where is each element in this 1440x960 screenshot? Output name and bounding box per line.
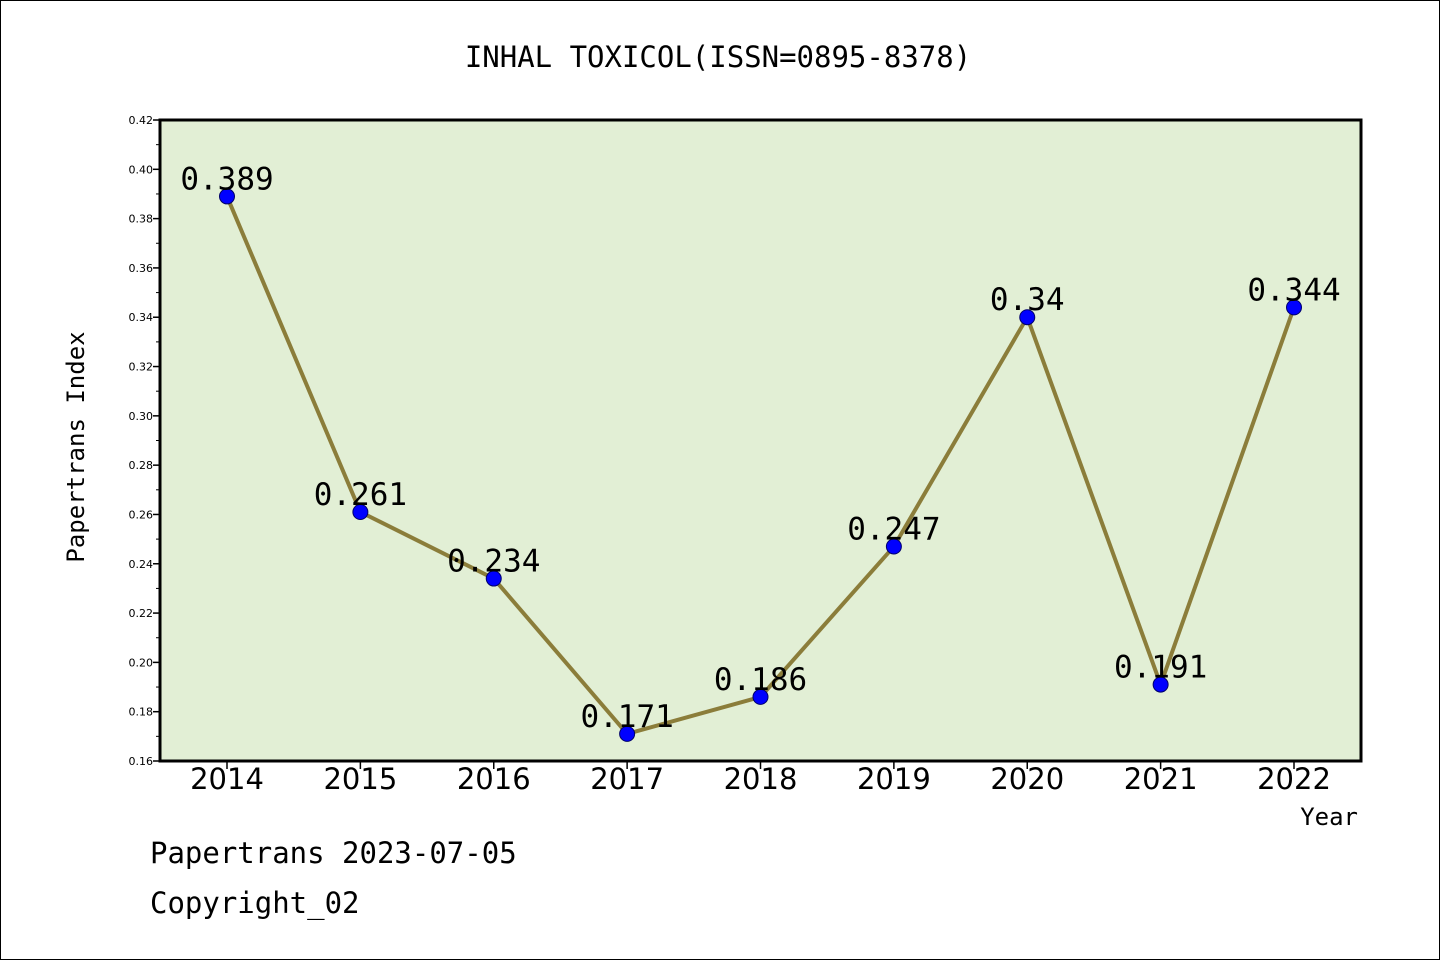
x-axis: 2014 2015 2016 2017 2018 2019 2020 2021 2022 bbox=[190, 761, 1331, 796]
y-tick-label: 0.24 bbox=[129, 558, 154, 571]
y-tick-label: 0.22 bbox=[129, 607, 154, 620]
data-point bbox=[1286, 299, 1302, 316]
x-tick-label: 2022 bbox=[1257, 762, 1331, 796]
data-point bbox=[619, 725, 636, 742]
y-tick-label: 0.40 bbox=[129, 163, 154, 176]
plot-area bbox=[158, 118, 1363, 763]
data-label: 0.247 bbox=[847, 512, 940, 548]
y-tick-label: 0.38 bbox=[129, 213, 154, 226]
data-label: 0.186 bbox=[714, 662, 807, 698]
x-tick-label: 2017 bbox=[590, 762, 664, 796]
data-label: 0.344 bbox=[1247, 272, 1340, 308]
data-label: 0.234 bbox=[447, 544, 540, 580]
data-point bbox=[1152, 676, 1169, 693]
footer-copyright: Copyright_02 bbox=[150, 886, 360, 920]
data-point bbox=[752, 688, 769, 705]
y-tick-label: 0.30 bbox=[129, 410, 154, 423]
y-axis-label: Papertrans Index bbox=[62, 331, 90, 562]
footer-date: Papertrans 2023-07-05 bbox=[150, 836, 517, 870]
data-label: 0.261 bbox=[314, 477, 407, 513]
data-point bbox=[352, 503, 369, 520]
data-label: 0.191 bbox=[1114, 650, 1207, 686]
data-label: 0.171 bbox=[580, 699, 673, 735]
x-axis-label: Year bbox=[1300, 803, 1358, 831]
y-tick-label: 0.18 bbox=[129, 706, 154, 719]
x-tick-label: 2014 bbox=[190, 762, 264, 796]
data-labels: 0.389 0.261 0.234 0.171 0.186 0.247 0.34 0.191 0… bbox=[180, 161, 1340, 734]
x-tick-label: 2019 bbox=[857, 762, 931, 796]
y-tick-label: 0.16 bbox=[129, 755, 154, 768]
x-tick-label: 2021 bbox=[1124, 762, 1198, 796]
y-tick-label: 0.26 bbox=[129, 508, 154, 521]
x-tick-label: 2020 bbox=[990, 762, 1064, 796]
data-point bbox=[485, 570, 502, 587]
series-line-group bbox=[219, 188, 1302, 742]
data-label: 0.34 bbox=[990, 282, 1065, 318]
x-tick-label: 2016 bbox=[457, 762, 531, 796]
y-tick-label: 0.32 bbox=[129, 361, 154, 374]
y-tick-label: 0.20 bbox=[129, 656, 154, 669]
chart-title: INHAL TOXICOL(ISSN=0895-8378) bbox=[465, 40, 971, 74]
data-label: 0.389 bbox=[180, 161, 273, 197]
x-tick-label: 2018 bbox=[724, 762, 798, 796]
y-tick-label: 0.42 bbox=[129, 114, 154, 127]
data-point bbox=[219, 188, 235, 205]
y-axis: 0.16 0.18 0.20 0.22 0.24 0.26 0.28 0.30 0.32 0.34… bbox=[129, 114, 160, 768]
y-tick-label: 0.34 bbox=[129, 311, 154, 324]
data-point bbox=[885, 538, 902, 555]
y-tick-label: 0.36 bbox=[129, 262, 154, 275]
data-point bbox=[1019, 309, 1036, 326]
y-tick-label: 0.28 bbox=[129, 459, 154, 472]
x-tick-label: 2015 bbox=[323, 762, 397, 796]
